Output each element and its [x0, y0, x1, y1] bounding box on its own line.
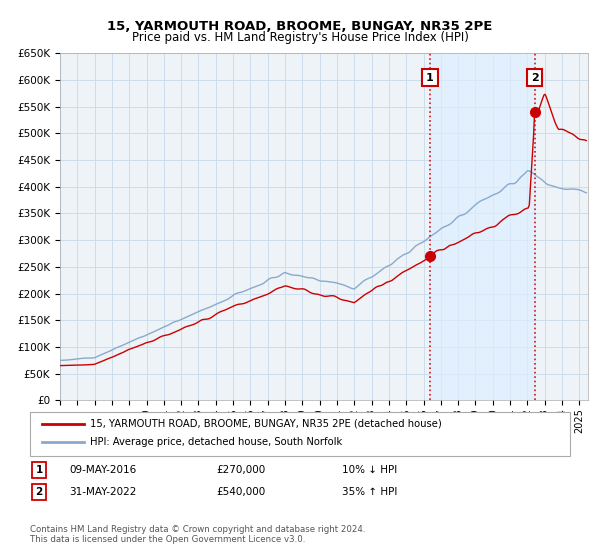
Text: 35% ↑ HPI: 35% ↑ HPI [342, 487, 397, 497]
Text: 15, YARMOUTH ROAD, BROOME, BUNGAY, NR35 2PE: 15, YARMOUTH ROAD, BROOME, BUNGAY, NR35 … [107, 20, 493, 32]
Text: 1: 1 [35, 465, 43, 475]
Text: 15, YARMOUTH ROAD, BROOME, BUNGAY, NR35 2PE (detached house): 15, YARMOUTH ROAD, BROOME, BUNGAY, NR35 … [90, 419, 442, 429]
Text: 31-MAY-2022: 31-MAY-2022 [69, 487, 136, 497]
Text: 10% ↓ HPI: 10% ↓ HPI [342, 465, 397, 475]
Bar [430, 53, 535, 400]
Text: Price paid vs. HM Land Registry's House Price Index (HPI): Price paid vs. HM Land Registry's House … [131, 31, 469, 44]
Text: Contains HM Land Registry data © Crown copyright and database right 2024.
This d: Contains HM Land Registry data © Crown c… [30, 525, 365, 544]
Text: £270,000: £270,000 [216, 465, 265, 475]
Text: HPI: Average price, detached house, South Norfolk: HPI: Average price, detached house, Sout… [90, 437, 342, 447]
Text: 09-MAY-2016: 09-MAY-2016 [69, 465, 136, 475]
Text: 2: 2 [35, 487, 43, 497]
Text: £540,000: £540,000 [216, 487, 265, 497]
Text: 1: 1 [426, 72, 434, 82]
Text: 2: 2 [531, 72, 539, 82]
